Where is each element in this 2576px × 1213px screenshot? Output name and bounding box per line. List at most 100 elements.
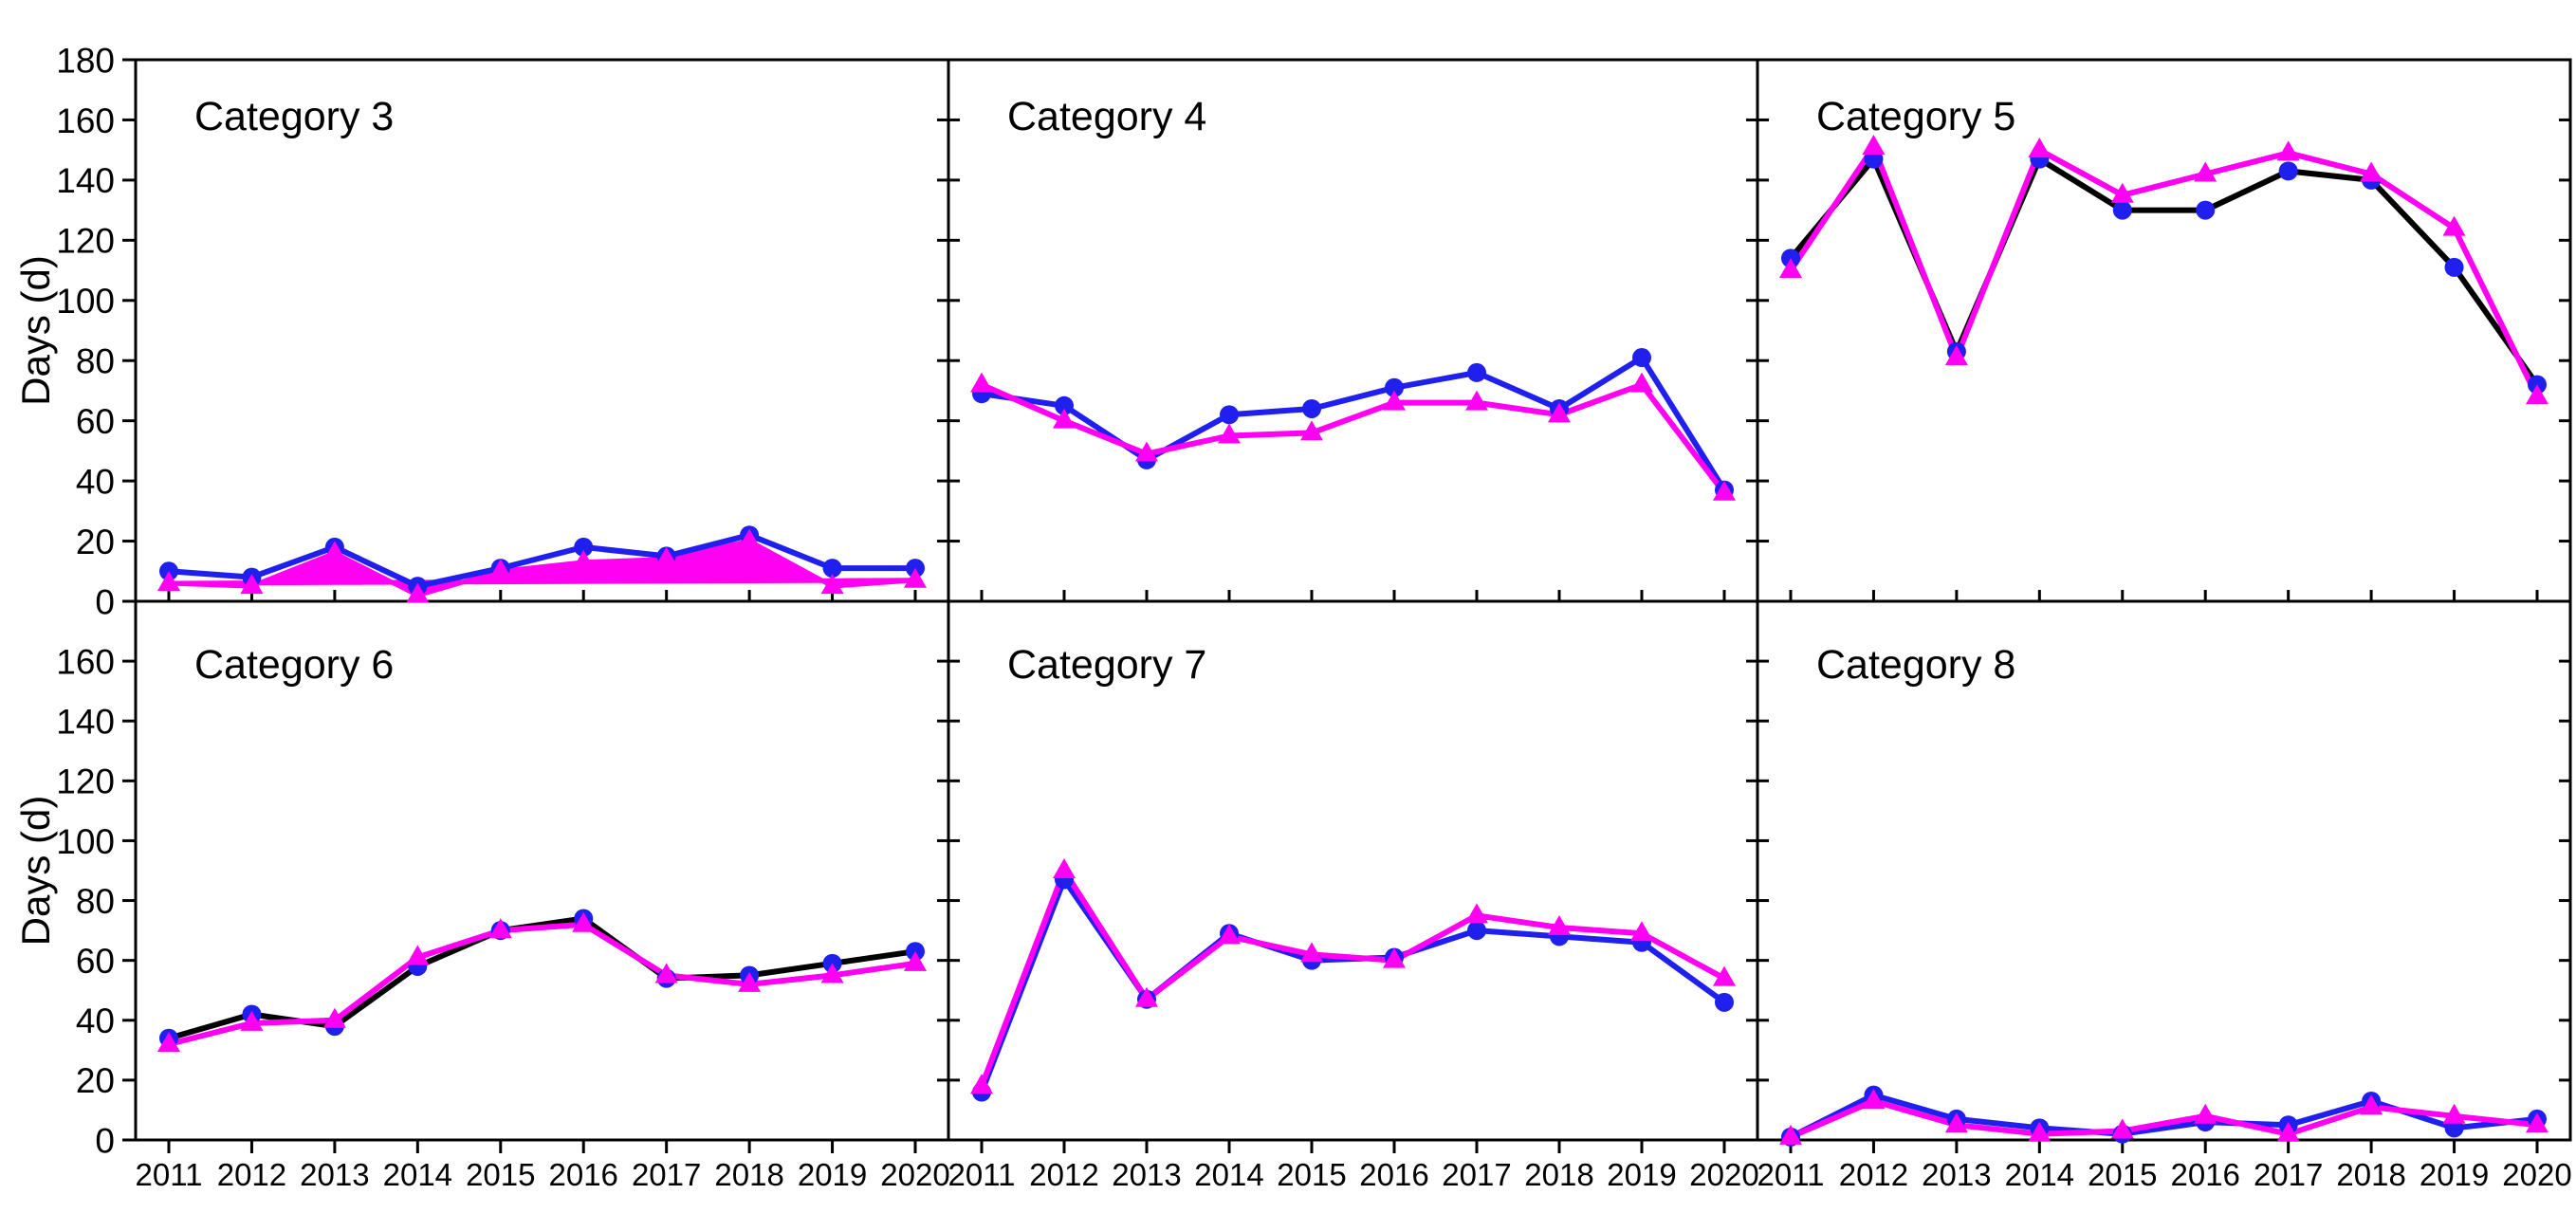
triangle-marker	[1630, 921, 1653, 942]
triangle-marker	[488, 559, 512, 579]
y-tick-label: 120	[56, 222, 115, 261]
circle-marker	[1302, 398, 1321, 418]
x-tick-label: 2016	[2171, 1157, 2240, 1192]
x-tick-label: 2016	[549, 1157, 618, 1192]
x-tick-label: 2015	[2088, 1157, 2157, 1192]
x-tick-label: 2017	[2254, 1157, 2323, 1192]
triangle-marker	[2276, 1121, 2300, 1142]
x-tick-label: 2020	[2502, 1157, 2571, 1192]
triangle-marker	[1944, 1112, 1968, 1133]
series-circles-line	[166, 532, 918, 590]
triangle-marker	[1779, 258, 1802, 279]
circle-marker	[822, 559, 842, 579]
y-tick-label: 60	[76, 942, 115, 981]
triangle-marker	[2360, 1094, 2383, 1115]
triangle-marker	[1300, 942, 1323, 963]
triangle-marker	[1548, 402, 1571, 423]
triangle-marker	[738, 528, 762, 549]
x-tick-label: 2013	[1112, 1157, 1181, 1192]
circle-marker	[1055, 395, 1074, 415]
triangle-marker	[1135, 441, 1158, 462]
x-tick-label: 2020	[1689, 1157, 1758, 1192]
y-tick-label: 140	[56, 161, 115, 200]
triangle-marker	[1630, 372, 1653, 393]
panel-category-4: Category 4	[970, 94, 1736, 501]
x-tick-label: 2017	[632, 1157, 701, 1192]
x-tick-label: 2012	[1839, 1157, 1908, 1192]
x-tick-label: 2017	[1442, 1157, 1511, 1192]
triangle-marker	[1383, 947, 1406, 968]
triangle-marker	[2442, 1103, 2466, 1124]
x-tick-label: 2014	[1194, 1157, 1263, 1192]
triangle-marker	[1465, 903, 1488, 924]
triangle-marker	[2110, 182, 2134, 203]
x-axis-col-2: 2011 2012 2013 2014 2015 2016 2017 2018 2019 2020	[1757, 590, 2572, 1192]
triangle-marker	[1944, 345, 1968, 366]
triangle-marker	[2526, 384, 2548, 405]
circle-marker	[1715, 992, 1734, 1012]
triangle-marker	[820, 963, 844, 983]
x-tick-label: 2019	[798, 1157, 867, 1192]
circle-marker	[2444, 257, 2464, 277]
y-tick-label: 20	[76, 523, 115, 561]
x-tick-label: 2012	[217, 1157, 286, 1192]
triangle-marker	[406, 945, 430, 965]
triangle-marker	[1135, 986, 1158, 1007]
triangle-marker	[322, 1007, 346, 1028]
circle-marker	[2196, 200, 2216, 220]
triangle-marker	[2526, 1112, 2548, 1133]
x-tick-label: 2013	[1922, 1157, 1991, 1192]
triangle-marker	[1862, 1088, 1886, 1109]
triangle-marker	[2028, 138, 2052, 158]
x-axis-col-0: 2011 2012 2013 2014 2015 2016 2017 2018 2019 2020	[136, 590, 950, 1192]
y-tick-label: 140	[56, 703, 115, 742]
y-tick-label: 20	[76, 1061, 115, 1100]
triangle-marker	[970, 372, 993, 393]
x-tick-label: 2015	[466, 1157, 535, 1192]
y-tick-label: 160	[56, 642, 115, 681]
x-tick-label: 2014	[2005, 1157, 2074, 1192]
triangle-marker	[1779, 1124, 1802, 1145]
triangle-marker	[1053, 858, 1076, 878]
y-axis-title: Days (d)	[13, 796, 58, 947]
y-axis-title: Days (d)	[13, 255, 58, 406]
triangle-marker	[572, 911, 596, 932]
series-circles-line	[979, 355, 1727, 493]
triangle-marker	[904, 567, 927, 588]
triangle-marker	[654, 963, 678, 983]
triangle-marker	[1548, 914, 1571, 935]
panel-category-7: Category 7	[970, 642, 1736, 1102]
circle-marker	[1467, 921, 1486, 941]
panel-category-5: Category 5	[1779, 94, 2548, 405]
x-tick-label: 2011	[948, 1157, 1016, 1192]
y-tick-label: 0	[95, 1121, 115, 1160]
bottom-row-y-axis: 0 20 40 60 80 100 120 140 160	[56, 642, 2570, 1160]
y-tick-label: 40	[76, 462, 115, 501]
triangle-marker	[240, 1010, 264, 1031]
top-row-y-axis: 0 20 40 60 80 100 120 140 160 180	[56, 41, 2570, 621]
panel-title: Category 6	[194, 642, 394, 688]
y-tick-label: 120	[56, 763, 115, 801]
triangle-marker	[157, 1032, 180, 1053]
y-tick-label: 80	[76, 882, 115, 921]
series-triangles-line	[1788, 144, 2540, 400]
triangle-marker	[322, 541, 346, 561]
panel-title: Category 4	[1007, 94, 1206, 139]
triangle-marker	[2110, 1118, 2134, 1139]
x-tick-label: 2018	[714, 1157, 783, 1192]
x-tick-label: 2018	[2336, 1157, 2405, 1192]
x-tick-label: 2019	[2420, 1157, 2489, 1192]
series-circles-line	[1788, 1092, 2540, 1140]
x-axis-col-1: 2011 2012 2013 2014 2015 2016 2017 2018 2019 2020	[948, 590, 1759, 1192]
series-triangles-line	[979, 868, 1727, 1090]
circle-marker	[1632, 348, 1651, 368]
triangle-marker	[240, 574, 264, 595]
circle-marker	[1385, 377, 1404, 397]
triangle-marker	[1053, 408, 1076, 429]
panel-title: Category 8	[1816, 642, 2015, 688]
y-tick-label: 40	[76, 1002, 115, 1040]
triangle-marker	[1300, 420, 1323, 441]
y-tick-label: 180	[56, 41, 115, 80]
x-tick-label: 2019	[1607, 1157, 1676, 1192]
